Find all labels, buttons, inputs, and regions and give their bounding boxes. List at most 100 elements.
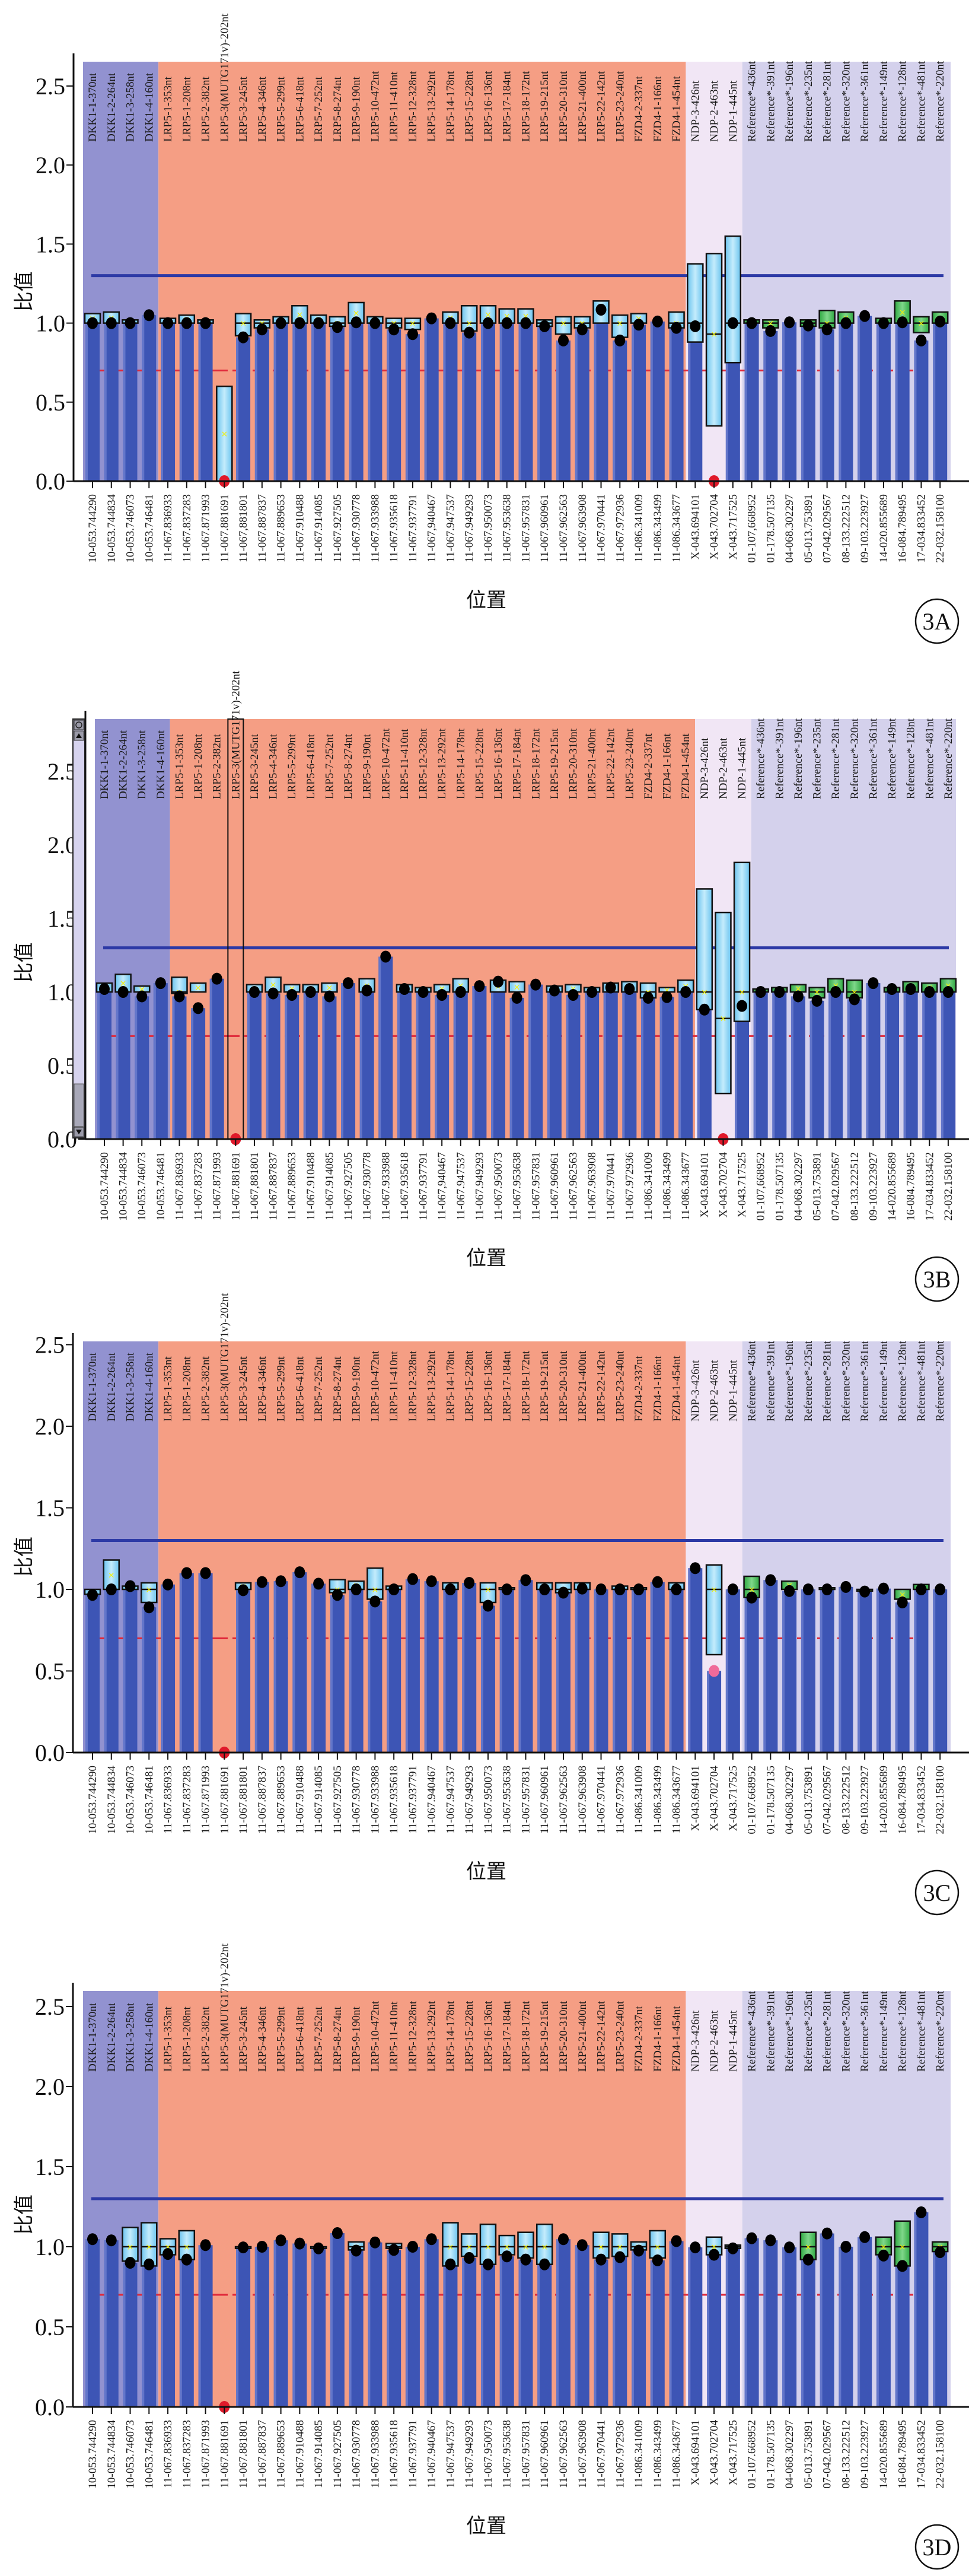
data-point[interactable] bbox=[343, 977, 354, 990]
data-point[interactable] bbox=[821, 323, 833, 336]
data-point[interactable] bbox=[690, 1562, 701, 1575]
data-point[interactable] bbox=[256, 2241, 267, 2253]
data-point[interactable] bbox=[942, 986, 954, 998]
data-point[interactable] bbox=[811, 994, 823, 1007]
data-point[interactable] bbox=[313, 317, 324, 329]
data-point[interactable] bbox=[248, 986, 260, 998]
data-point[interactable] bbox=[633, 1583, 645, 1595]
data-point[interactable] bbox=[106, 2234, 117, 2247]
data-point[interactable] bbox=[256, 1576, 267, 1588]
data-point[interactable] bbox=[595, 2253, 607, 2266]
data-point[interactable] bbox=[136, 990, 148, 1003]
data-point[interactable] bbox=[727, 1583, 738, 1595]
data-point[interactable] bbox=[699, 1003, 710, 1016]
data-point[interactable] bbox=[200, 317, 211, 329]
range-box[interactable] bbox=[894, 2220, 911, 2267]
data-point[interactable] bbox=[558, 2233, 569, 2246]
data-point[interactable] bbox=[935, 2246, 946, 2259]
data-point[interactable] bbox=[774, 986, 785, 998]
data-point[interactable] bbox=[144, 309, 155, 322]
data-point[interactable] bbox=[784, 316, 795, 329]
data-point[interactable] bbox=[493, 975, 504, 988]
data-point[interactable] bbox=[482, 317, 493, 329]
data-point[interactable] bbox=[652, 1576, 663, 1588]
data-point[interactable] bbox=[238, 331, 249, 344]
data-point[interactable] bbox=[539, 320, 550, 332]
data-point[interactable] bbox=[916, 2206, 927, 2218]
data-point[interactable] bbox=[530, 978, 541, 991]
data-point[interactable] bbox=[897, 2260, 908, 2272]
range-box[interactable] bbox=[517, 2231, 534, 2259]
data-point[interactable] bbox=[464, 1577, 475, 1589]
data-point[interactable] bbox=[407, 328, 418, 341]
data-point[interactable] bbox=[193, 1002, 204, 1015]
data-point[interactable] bbox=[324, 990, 335, 1003]
data-point[interactable] bbox=[727, 2242, 738, 2254]
data-point[interactable] bbox=[878, 1582, 889, 1595]
data-point[interactable] bbox=[576, 2239, 588, 2251]
data-point[interactable] bbox=[916, 1583, 927, 1595]
data-point[interactable] bbox=[275, 2234, 286, 2247]
data-point[interactable] bbox=[155, 977, 166, 990]
data-point[interactable] bbox=[859, 1585, 871, 1598]
data-point[interactable] bbox=[380, 950, 391, 963]
data-point[interactable] bbox=[464, 326, 475, 339]
data-point[interactable] bbox=[332, 2227, 343, 2240]
data-point[interactable] bbox=[275, 1575, 286, 1588]
data-point[interactable] bbox=[369, 2236, 381, 2249]
range-box[interactable] bbox=[733, 861, 751, 1022]
data-point[interactable] bbox=[935, 315, 946, 327]
data-point[interactable] bbox=[765, 325, 776, 337]
data-point[interactable] bbox=[737, 1000, 748, 1012]
data-point[interactable] bbox=[238, 2241, 249, 2254]
vertical-scrollbar[interactable] bbox=[72, 718, 85, 1138]
data-point[interactable] bbox=[671, 322, 682, 334]
data-point[interactable] bbox=[859, 2231, 871, 2243]
data-point[interactable] bbox=[765, 1574, 776, 1586]
range-box[interactable] bbox=[875, 2236, 893, 2256]
data-point[interactable] bbox=[755, 986, 766, 998]
data-point[interactable] bbox=[671, 1583, 682, 1595]
data-point[interactable] bbox=[520, 317, 531, 329]
data-point[interactable] bbox=[784, 2241, 795, 2254]
data-point[interactable] bbox=[576, 1582, 588, 1595]
data-point[interactable] bbox=[99, 983, 110, 996]
data-point[interactable] bbox=[868, 977, 879, 990]
range-box[interactable] bbox=[592, 300, 610, 324]
data-point[interactable] bbox=[576, 323, 588, 336]
data-point[interactable] bbox=[286, 988, 298, 1001]
data-point[interactable] bbox=[181, 2253, 192, 2266]
range-box[interactable] bbox=[715, 911, 732, 1095]
range-box[interactable] bbox=[649, 2230, 667, 2259]
data-point[interactable] bbox=[144, 2258, 155, 2270]
data-point[interactable] bbox=[520, 1574, 531, 1586]
data-point[interactable] bbox=[859, 310, 871, 322]
range-box[interactable] bbox=[189, 982, 207, 993]
data-point[interactable] bbox=[162, 1578, 174, 1591]
data-point[interactable] bbox=[652, 2254, 663, 2266]
data-point[interactable] bbox=[840, 317, 852, 329]
data-point[interactable] bbox=[200, 2239, 211, 2251]
range-box[interactable] bbox=[122, 2227, 139, 2262]
range-box[interactable] bbox=[611, 2233, 629, 2257]
data-point[interactable] bbox=[916, 334, 927, 346]
range-box[interactable] bbox=[554, 316, 572, 335]
data-point[interactable] bbox=[144, 1601, 155, 1614]
data-point[interactable] bbox=[294, 317, 305, 329]
data-point[interactable] bbox=[407, 2241, 418, 2253]
data-point[interactable] bbox=[614, 334, 626, 346]
data-point[interactable] bbox=[605, 981, 616, 994]
data-point[interactable] bbox=[436, 988, 448, 1001]
data-point[interactable] bbox=[501, 1583, 512, 1595]
data-point[interactable] bbox=[614, 2251, 626, 2263]
data-point[interactable] bbox=[125, 1580, 136, 1592]
data-point[interactable] bbox=[746, 1591, 757, 1604]
data-point[interactable] bbox=[633, 319, 645, 331]
data-point[interactable] bbox=[558, 1586, 569, 1599]
data-point[interactable] bbox=[849, 993, 860, 1006]
data-point[interactable] bbox=[802, 319, 814, 332]
data-point[interactable] bbox=[417, 986, 429, 998]
data-point[interactable] bbox=[361, 984, 372, 997]
data-point[interactable] bbox=[181, 317, 192, 329]
data-point[interactable] bbox=[200, 1567, 211, 1579]
